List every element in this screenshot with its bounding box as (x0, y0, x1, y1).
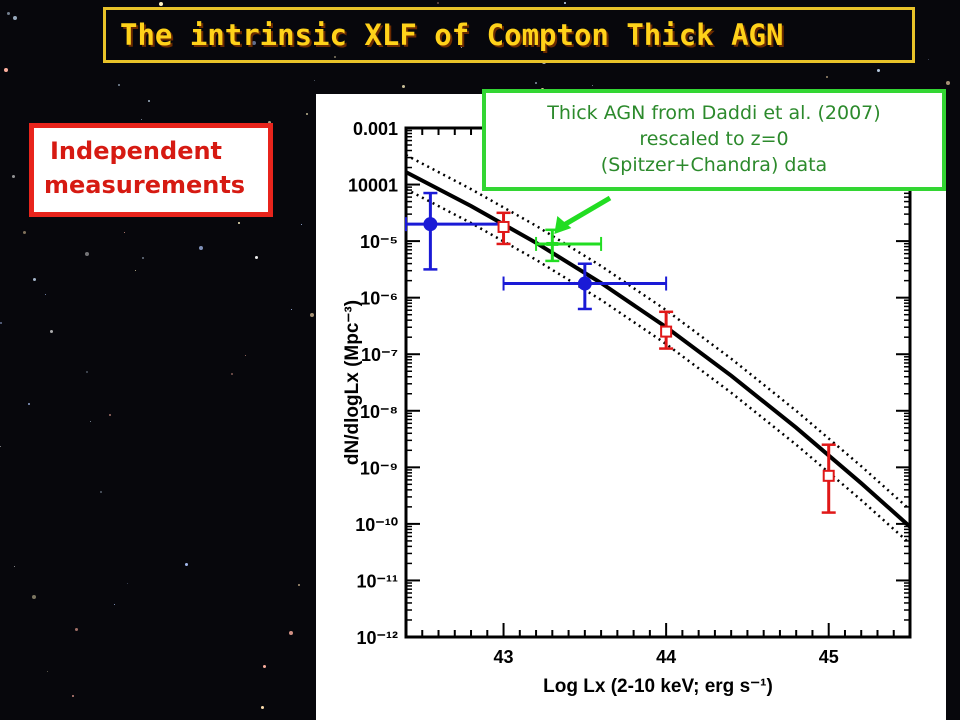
star (592, 85, 593, 86)
star (72, 695, 74, 697)
callout-line-1: Thick AGN from Daddi et al. (2007) (547, 102, 881, 124)
star (7, 12, 10, 15)
star (148, 100, 150, 102)
blue-data-point (577, 276, 592, 291)
star (291, 309, 292, 310)
star (255, 256, 258, 259)
x-axis-label: Log Lx (2-10 keV; erg s⁻¹) (543, 676, 773, 697)
star (85, 252, 89, 256)
callout-box: Thick AGN from Daddi et al. (2007) resca… (482, 89, 946, 191)
star (90, 421, 91, 422)
star (33, 278, 36, 281)
star (159, 2, 163, 6)
star (45, 294, 46, 295)
callout-line-2: rescaled to z=0 (639, 128, 789, 150)
x-tick-label: 44 (656, 647, 676, 667)
xlf-chart: 43 44 45 0.001 10001 10⁻⁵ 10⁻⁶ 10⁻⁷ 10⁻⁸ 10⁻⁹ 10⁻¹… (342, 119, 912, 697)
star (135, 270, 136, 271)
star (114, 604, 115, 605)
star (47, 671, 48, 672)
star (877, 69, 880, 72)
callout-arrowhead (554, 215, 572, 234)
star (0, 322, 2, 324)
star (928, 59, 929, 60)
star (946, 81, 950, 85)
star (28, 403, 30, 405)
side-note-line-1: Independent (50, 137, 223, 165)
star (13, 16, 17, 20)
star (437, 2, 439, 4)
model-lower-bound (405, 187, 911, 545)
star (261, 706, 264, 709)
blue-data-point (423, 217, 438, 232)
star (100, 491, 102, 493)
slide-title: The intrinsic XLF of Compton Thick AGN (120, 18, 784, 52)
y-tick-label: 10⁻¹¹ (356, 571, 398, 591)
y-tick-label: 10⁻⁶ (360, 289, 398, 309)
chart-panel: 43 44 45 0.001 10001 10⁻⁵ 10⁻⁶ 10⁻⁷ 10⁻⁸ 10⁻⁹ 10⁻¹… (316, 94, 946, 720)
star (263, 665, 266, 668)
star (689, 36, 693, 40)
star (185, 563, 188, 566)
red-data-point (660, 325, 673, 338)
model-upper-bound (405, 153, 911, 511)
y-axis-label: dN/dlogLx (Mpc⁻³) (342, 300, 363, 465)
red-data-point (822, 469, 835, 482)
plot-frame (404, 126, 912, 639)
y-tick-label: 10⁻⁷ (361, 345, 398, 365)
star (587, 45, 589, 47)
star (127, 583, 128, 584)
x-tick-label: 43 (494, 647, 514, 667)
y-tick-label: 10001 (348, 176, 398, 196)
star (141, 119, 142, 120)
star (461, 47, 462, 48)
star (50, 330, 53, 333)
star (301, 224, 302, 225)
star (245, 355, 246, 356)
y-tick-label: 10⁻⁹ (360, 458, 398, 478)
star (314, 80, 315, 81)
title-frame: The intrinsic XLF of Compton Thick AGN (103, 7, 915, 63)
star (109, 414, 111, 416)
star (826, 76, 828, 78)
star (289, 631, 293, 635)
side-note-line-2: measurements (44, 171, 246, 199)
callout-line-3: (Spitzer+Chandra) data (600, 154, 828, 176)
star (118, 84, 120, 86)
star (12, 175, 15, 178)
y-tick-label: 10⁻¹⁰ (355, 515, 398, 535)
star (32, 595, 36, 599)
red-data-point (497, 220, 510, 233)
x-tick-label: 45 (819, 647, 839, 667)
star (86, 371, 88, 373)
side-note-box: Independent measurements (29, 123, 273, 217)
star (0, 446, 1, 447)
star (564, 2, 566, 4)
star (252, 41, 256, 45)
star (199, 246, 203, 250)
star (334, 56, 336, 58)
star (298, 584, 300, 586)
star (238, 222, 240, 224)
star (124, 232, 125, 233)
y-tick-label: 10⁻⁸ (360, 402, 398, 422)
star (14, 566, 15, 567)
y-tick-label: 10⁻⁵ (360, 232, 398, 252)
star (231, 373, 233, 375)
star (310, 313, 314, 317)
star (402, 85, 405, 88)
star (268, 121, 271, 124)
star (142, 257, 144, 259)
star (306, 113, 308, 115)
callout-arrow (561, 195, 612, 229)
star (23, 231, 26, 234)
star (4, 68, 8, 72)
star (75, 628, 78, 631)
y-tick-label: 0.001 (353, 119, 398, 139)
y-tick-label: 10⁻¹² (356, 628, 398, 648)
star (535, 82, 537, 84)
